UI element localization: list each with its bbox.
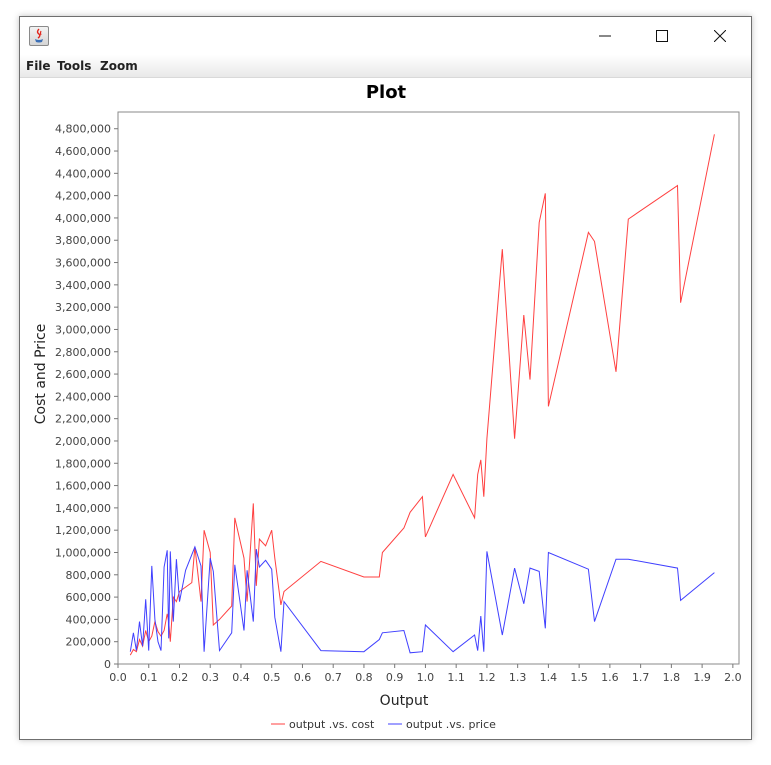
x-tick-label: 1.0 (417, 671, 435, 684)
x-tick-label: 1.7 (632, 671, 650, 684)
y-axis: 0 200,000 400,000 600,000 800,000 1,000,000 1,… (55, 123, 118, 671)
close-button[interactable] (697, 17, 743, 55)
x-axis: 0.0 0.1 0.2 0.3 0.4 0.5 0.6 0.7 0.8 0.9 1.0 1.1 1.2 1… (109, 664, 742, 684)
x-tick-label: 1.6 (601, 671, 619, 684)
x-tick-label: 2.0 (724, 671, 742, 684)
y-tick-label: 400,000 (66, 613, 112, 626)
chart-panel: Plot 0 200,000 400,000 600,000 800,000 1,000,… (21, 78, 750, 738)
x-tick-label: 0.9 (386, 671, 404, 684)
y-tick-label: 0 (104, 658, 111, 671)
x-tick-label: 0.2 (171, 671, 189, 684)
maximize-icon (656, 30, 668, 42)
x-tick-label: 1.2 (478, 671, 496, 684)
y-tick-label: 200,000 (66, 636, 112, 649)
menu-file[interactable]: File (26, 59, 51, 73)
series-line-price (129, 545, 715, 654)
y-tick-label: 2,800,000 (55, 346, 111, 359)
y-tick-label: 2,200,000 (55, 413, 111, 426)
minimize-icon (599, 35, 611, 37)
y-tick-label: 4,600,000 (55, 145, 111, 158)
x-axis-label: Output (380, 693, 429, 709)
maximize-button[interactable] (639, 17, 685, 55)
x-tick-label: 0.5 (263, 671, 281, 684)
y-tick-label: 2,000,000 (55, 435, 111, 448)
y-tick-label: 1,600,000 (55, 480, 111, 493)
x-tick-label: 0.4 (232, 671, 250, 684)
x-tick-label: 1.1 (447, 671, 465, 684)
y-tick-label: 2,600,000 (55, 368, 111, 381)
y-tick-label: 800,000 (66, 569, 112, 582)
legend-label: output .vs. price (406, 718, 496, 731)
series-layer (129, 134, 715, 656)
y-tick-label: 3,600,000 (55, 257, 111, 270)
x-tick-label: 0.0 (109, 671, 127, 684)
series-line-cost (129, 134, 715, 656)
x-tick-label: 1.9 (693, 671, 711, 684)
y-tick-label: 4,800,000 (55, 123, 111, 136)
x-tick-label: 1.4 (540, 671, 558, 684)
y-tick-label: 3,200,000 (55, 301, 111, 314)
y-tick-label: 1,400,000 (55, 502, 111, 515)
y-tick-label: 1,200,000 (55, 524, 111, 537)
x-tick-label: 1.3 (509, 671, 527, 684)
app-window: File Tools Zoom Plot 0 200,000 400,000 600,… (19, 16, 752, 740)
menu-zoom[interactable]: Zoom (100, 59, 138, 73)
menu-bar: File Tools Zoom (20, 55, 751, 78)
x-tick-label: 0.6 (294, 671, 312, 684)
close-icon (714, 30, 726, 42)
x-tick-label: 0.7 (324, 671, 342, 684)
x-tick-label: 1.8 (663, 671, 681, 684)
menu-tools[interactable]: Tools (57, 59, 92, 73)
y-tick-label: 1,000,000 (55, 546, 111, 559)
y-tick-label: 3,400,000 (55, 279, 111, 292)
minimize-button[interactable] (582, 17, 628, 55)
legend-label: output .vs. cost (289, 718, 375, 731)
y-tick-label: 4,400,000 (55, 167, 111, 180)
y-tick-label: 600,000 (66, 591, 112, 604)
y-tick-label: 3,800,000 (55, 234, 111, 247)
java-app-icon[interactable] (29, 26, 49, 46)
y-tick-label: 2,400,000 (55, 390, 111, 403)
x-tick-label: 0.1 (140, 671, 158, 684)
x-tick-label: 1.5 (570, 671, 588, 684)
x-tick-label: 0.8 (355, 671, 373, 684)
y-tick-label: 1,800,000 (55, 457, 111, 470)
y-tick-label: 4,200,000 (55, 190, 111, 203)
legend: output .vs. cost output .vs. price (271, 718, 496, 731)
y-tick-label: 3,000,000 (55, 323, 111, 336)
x-tick-label: 0.3 (201, 671, 219, 684)
y-tick-label: 4,000,000 (55, 212, 111, 225)
y-axis-label: Cost and Price (33, 324, 49, 425)
title-bar[interactable] (20, 17, 751, 55)
plot-area (117, 111, 740, 665)
chart-title: Plot (366, 82, 407, 103)
line-chart: Plot 0 200,000 400,000 600,000 800,000 1,000,… (33, 82, 742, 731)
